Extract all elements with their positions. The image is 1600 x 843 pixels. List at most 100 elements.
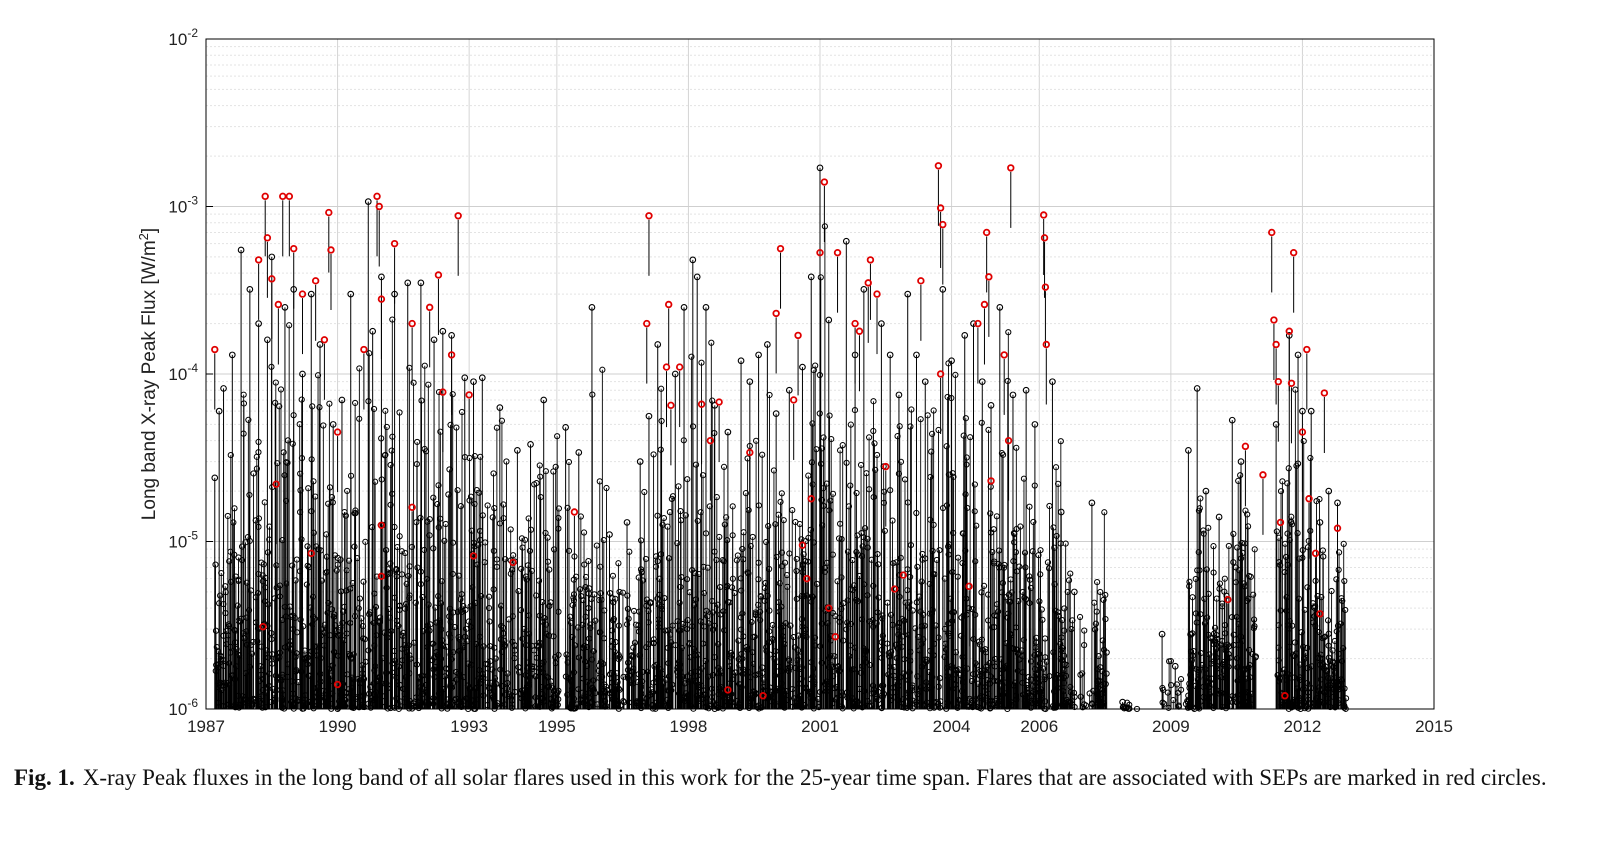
flare-marker: [384, 634, 391, 641]
flare-marker: [647, 600, 654, 607]
flare-marker: [265, 601, 272, 608]
flare-marker: [473, 487, 480, 494]
flare-marker: [491, 505, 498, 512]
flare-marker: [234, 602, 241, 609]
flare-marker: [861, 647, 868, 654]
flare-marker: [811, 679, 818, 686]
flare-marker: [1189, 594, 1196, 601]
flare-marker: [987, 510, 994, 517]
flare-marker: [1024, 689, 1032, 696]
flare-marker: [745, 507, 752, 514]
flare-marker: [1160, 686, 1167, 694]
flare-marker: [521, 686, 528, 694]
flare-marker: [289, 440, 296, 447]
flare-marker: [565, 458, 573, 466]
flare-marker: [1211, 624, 1219, 631]
flare-marker: [1067, 698, 1074, 706]
flare-marker: [917, 608, 924, 615]
flare-marker: [410, 639, 418, 646]
flare-marker: [1186, 578, 1193, 585]
flare-marker: [779, 633, 786, 640]
flare-marker: [546, 566, 553, 573]
flare-marker: [1003, 665, 1010, 672]
flare-marker: [1217, 641, 1225, 648]
flare-marker: [1173, 681, 1181, 688]
flare-marker: [606, 671, 614, 678]
flare-marker: [720, 463, 728, 471]
flare-marker: [757, 608, 764, 615]
flare-marker: [1023, 681, 1030, 689]
flare-marker: [477, 592, 485, 600]
flare-marker: [525, 515, 532, 522]
flare-marker: [366, 350, 373, 357]
flare-marker: [584, 678, 591, 685]
flare-marker: [555, 505, 562, 512]
flare-marker: [360, 578, 367, 585]
flare-marker: [354, 555, 361, 562]
flare-marker: [675, 658, 683, 665]
flare-marker: [259, 572, 266, 579]
flare-marker: [318, 577, 326, 584]
flare-marker: [247, 696, 254, 703]
flare-marker: [518, 535, 525, 542]
flare-marker: [313, 643, 321, 650]
flare-marker: [811, 634, 819, 641]
flare-marker: [599, 366, 606, 373]
flare-marker: [900, 696, 907, 703]
flare-marker: [1035, 679, 1042, 686]
flare-marker: [239, 557, 246, 564]
flare-marker: [432, 604, 439, 611]
flare-marker: [625, 615, 632, 622]
flare-marker: [552, 463, 559, 470]
flare-marker: [352, 399, 359, 407]
flare-marker: [272, 399, 279, 406]
flare-marker: [1059, 657, 1066, 664]
flare-marker: [554, 689, 561, 696]
flare-marker: [370, 405, 378, 413]
flare-marker: [292, 577, 299, 584]
flare-marker: [610, 599, 617, 606]
flare-marker: [580, 529, 588, 536]
flare-marker: [212, 561, 219, 568]
flare-marker: [1210, 630, 1218, 637]
flare-marker: [449, 570, 456, 578]
flare-marker: [650, 639, 658, 647]
flare-marker: [280, 449, 287, 456]
flare-marker: [457, 503, 464, 510]
flare-marker: [278, 677, 285, 684]
flare-marker: [405, 572, 412, 580]
flare-marker: [630, 607, 638, 615]
flare-marker: [682, 512, 689, 519]
flare-marker: [1089, 701, 1096, 708]
flare-marker: [366, 611, 373, 618]
flare-marker: [1026, 573, 1033, 580]
flare-marker: [600, 635, 608, 642]
flare-marker: [1053, 532, 1060, 540]
flare-marker: [1126, 701, 1133, 708]
flare-marker: [684, 476, 691, 483]
flare-marker: [1037, 696, 1045, 703]
flare-marker: [581, 642, 588, 650]
flare-marker: [453, 424, 460, 431]
flare-marker: [387, 461, 394, 469]
flare-marker: [382, 407, 389, 414]
flare-marker: [456, 636, 463, 643]
flare-marker: [808, 459, 815, 466]
flare-marker: [720, 608, 727, 615]
flare-marker: [787, 622, 794, 629]
flare-marker: [282, 613, 289, 620]
flare-marker: [309, 613, 317, 620]
flare-marker: [1177, 676, 1185, 683]
flare-marker: [923, 656, 931, 663]
flare-marker: [887, 611, 895, 618]
flare-marker: [1097, 588, 1104, 596]
flare-marker: [333, 567, 340, 574]
flare-marker: [659, 521, 666, 528]
flare-marker: [590, 648, 597, 655]
flare-marker: [1000, 564, 1007, 571]
flare-marker: [615, 560, 622, 567]
flare-marker: [956, 671, 964, 679]
flare-marker: [734, 697, 741, 704]
flare-marker: [1095, 684, 1102, 691]
flare-marker: [501, 637, 508, 644]
